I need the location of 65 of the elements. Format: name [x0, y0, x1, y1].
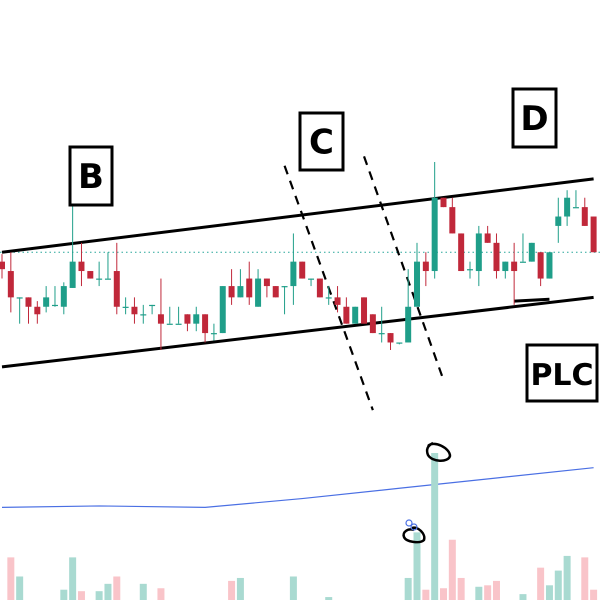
bar: [537, 568, 544, 600]
bar: [546, 585, 553, 600]
text: PLC: [530, 358, 594, 393]
candlestick: [378, 306, 385, 343]
candlestick: [582, 197, 588, 226]
bar: [492, 580, 500, 600]
bar: [16, 576, 24, 600]
candlestick: [502, 261, 508, 280]
candlestick: [511, 242, 518, 306]
candlestick: [104, 252, 111, 280]
bar: [236, 578, 244, 600]
bar: [78, 591, 85, 600]
candlestick: [422, 252, 429, 287]
candlestick: [96, 261, 102, 287]
candlestick: [43, 286, 50, 313]
annotation: C: [309, 122, 334, 162]
bar: [228, 580, 236, 600]
candlestick: [564, 190, 570, 226]
bar: [104, 584, 112, 600]
bar: [519, 594, 526, 600]
candlestick: [176, 306, 182, 325]
bar: [96, 591, 103, 600]
candlestick: [299, 261, 306, 280]
candlestick: [466, 261, 473, 280]
candlestick: [210, 323, 217, 342]
candlestick: [78, 242, 84, 287]
candlestick: [520, 232, 526, 263]
candlestick: [272, 286, 279, 298]
bar: [157, 588, 164, 600]
candlestick: [237, 268, 244, 298]
candlestick: [316, 278, 323, 298]
candlestick: [193, 306, 200, 332]
bar: [140, 584, 147, 600]
bar: [475, 586, 482, 600]
bar: [422, 590, 430, 600]
annotation: B: [78, 157, 104, 197]
candlestick: [131, 296, 138, 324]
candlestick: [555, 197, 562, 244]
candlestick: [282, 286, 288, 315]
bar: [7, 557, 14, 600]
candlestick: [25, 296, 32, 324]
bar: [484, 585, 492, 600]
candlestick: [246, 261, 252, 306]
candlestick: [264, 278, 270, 298]
bar: [414, 532, 421, 600]
candlestick: [34, 300, 40, 324]
candlestick: [334, 286, 341, 313]
candlestick: [60, 282, 67, 315]
candlestick: [343, 296, 350, 324]
candlestick: [184, 314, 190, 332]
candlestick: [484, 225, 491, 244]
candlestick: [202, 314, 208, 343]
bar: [404, 578, 412, 600]
candlestick: [228, 268, 235, 306]
candlestick: [388, 332, 394, 350]
candlestick: [166, 306, 173, 325]
candlestick: [0, 254, 5, 280]
bar: [440, 588, 447, 600]
candlestick: [572, 190, 579, 208]
bar: [113, 576, 120, 600]
bar: [431, 453, 438, 600]
bar: [290, 576, 297, 600]
text: D: [520, 99, 549, 139]
bar: [325, 597, 332, 600]
candlestick: [158, 278, 164, 350]
